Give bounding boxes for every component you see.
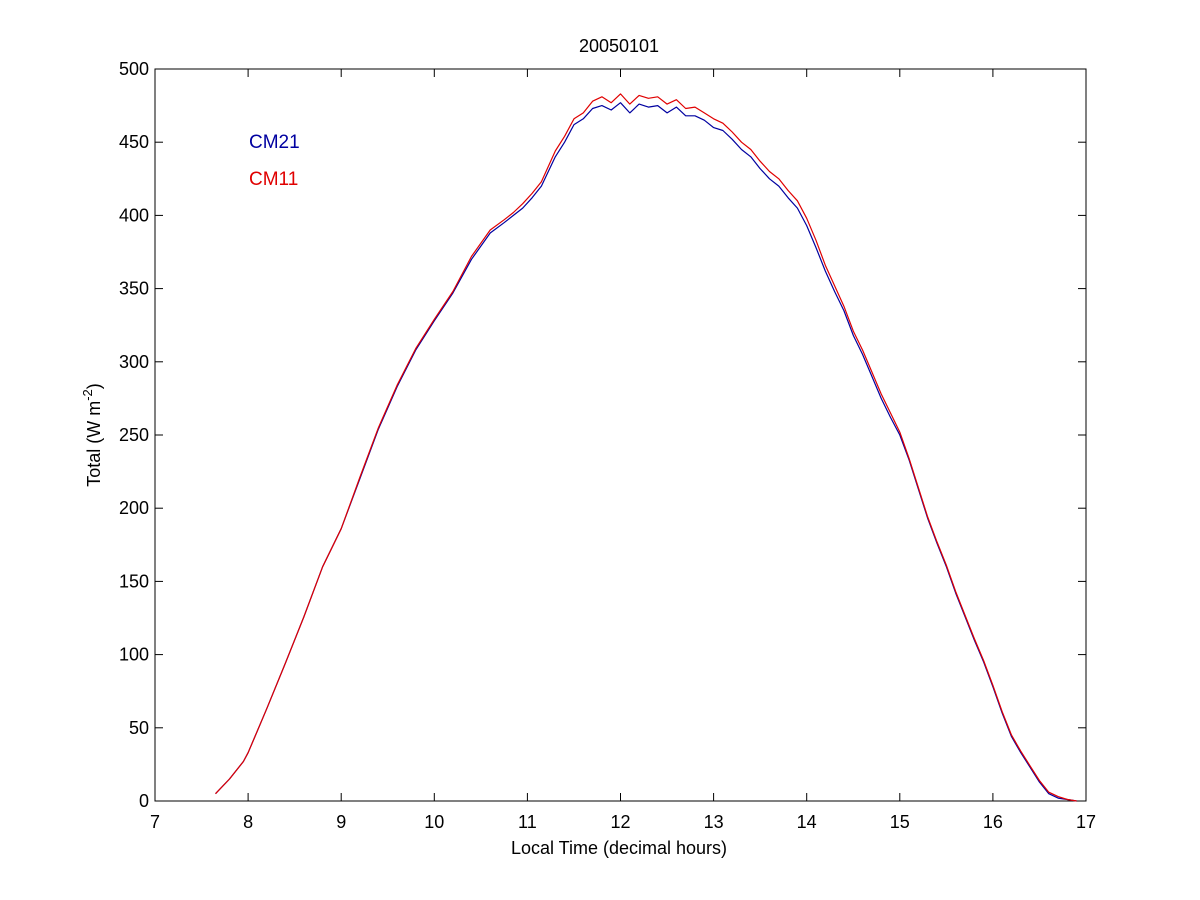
y-tick-label: 500 bbox=[119, 59, 149, 79]
y-tick-label: 350 bbox=[119, 279, 149, 299]
y-axis-title-main: Total (W m bbox=[84, 401, 104, 487]
y-axis-title-superscript: -2 bbox=[80, 389, 95, 401]
x-tick-label: 14 bbox=[797, 812, 817, 832]
series-line-cm11 bbox=[215, 93, 1077, 802]
x-tick-label: 8 bbox=[243, 812, 253, 832]
series-line-cm21 bbox=[215, 102, 1077, 802]
series-layer bbox=[215, 93, 1077, 802]
x-tick-label: 9 bbox=[336, 812, 346, 832]
x-tick-label: 15 bbox=[890, 812, 910, 832]
x-tick-label: 13 bbox=[704, 812, 724, 832]
x-tick-label: 17 bbox=[1076, 812, 1096, 832]
y-tick-label: 250 bbox=[119, 425, 149, 445]
legend-entry-cm21: CM21 bbox=[249, 132, 300, 153]
y-axis-title-close: ) bbox=[84, 383, 104, 389]
y-tick-label: 150 bbox=[119, 571, 149, 591]
y-tick-label: 400 bbox=[119, 205, 149, 225]
legend-entry-cm11: CM11 bbox=[249, 169, 298, 190]
y-tick-label: 50 bbox=[129, 718, 149, 738]
x-axis: 7 8 9 10 11 12 13 14 15 16 17 bbox=[150, 69, 1096, 832]
y-tick-label: 450 bbox=[119, 132, 149, 152]
y-tick-label: 200 bbox=[119, 498, 149, 518]
x-tick-label: 12 bbox=[610, 812, 630, 832]
x-tick-label: 10 bbox=[424, 812, 444, 832]
x-tick-label: 7 bbox=[150, 812, 160, 832]
x-tick-label: 11 bbox=[518, 812, 537, 832]
y-tick-label: 0 bbox=[139, 791, 149, 811]
x-tick-label: 16 bbox=[983, 812, 1003, 832]
chart-title: 20050101 bbox=[579, 36, 659, 56]
y-axis: 0 50 100 150 200 250 300 350 400 450 500 bbox=[119, 59, 1086, 811]
x-axis-title: Local Time (decimal hours) bbox=[511, 838, 727, 858]
y-tick-label: 100 bbox=[119, 645, 149, 665]
y-tick-label: 300 bbox=[119, 352, 149, 372]
y-axis-title: Total (W m-2) bbox=[80, 383, 104, 487]
